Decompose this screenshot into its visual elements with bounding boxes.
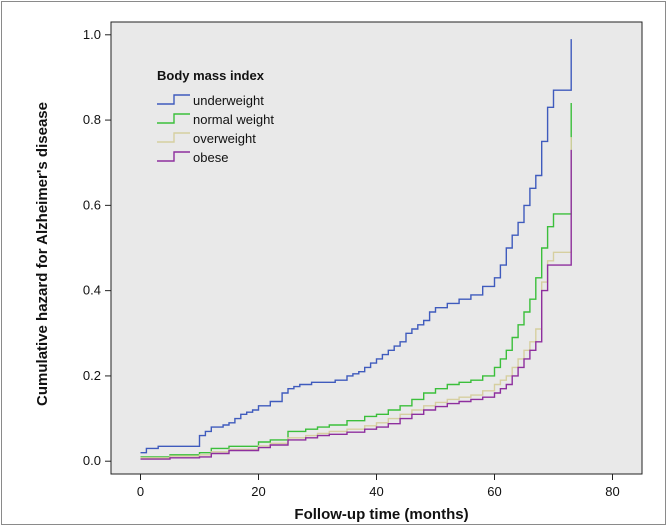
legend-swatch-overweight bbox=[157, 132, 190, 143]
legend-label-underweight: underweight bbox=[193, 93, 264, 108]
x-tick-label: 80 bbox=[605, 484, 619, 499]
y-tick-label: 0.6 bbox=[83, 197, 101, 212]
legend-swatch-normal-weight bbox=[157, 113, 190, 124]
axes-layer: 0 20 40 60 80 0.0 0.2 0.4 0.6 0.8 1.0 bbox=[83, 27, 620, 499]
x-tick-label: 40 bbox=[369, 484, 383, 499]
y-tick-label: 0.0 bbox=[83, 453, 101, 468]
legend-label-obese: obese bbox=[193, 150, 228, 165]
legend: Body mass index underweight normal weight… bbox=[157, 68, 274, 165]
series-line-overweight bbox=[140, 137, 572, 459]
y-tick-label: 1.0 bbox=[83, 27, 101, 42]
series-layer bbox=[140, 39, 572, 460]
y-tick-label: 0.8 bbox=[83, 112, 101, 127]
y-tick-label: 0.4 bbox=[83, 283, 101, 298]
y-tick-label: 0.2 bbox=[83, 368, 101, 383]
y-axis-title: Cumulative hazard for Alzheimer's diseas… bbox=[34, 102, 51, 406]
legend-swatch-obese bbox=[157, 151, 190, 162]
series-line-underweight bbox=[140, 39, 572, 454]
legend-label-overweight: overweight bbox=[193, 131, 256, 146]
legend-title: Body mass index bbox=[157, 68, 265, 83]
series-line-normal-weight bbox=[140, 103, 572, 458]
legend-label-normal-weight: normal weight bbox=[193, 112, 274, 127]
x-tick-label: 0 bbox=[137, 484, 144, 499]
series-line-obese bbox=[140, 149, 572, 460]
x-tick-label: 20 bbox=[251, 484, 265, 499]
legend-swatch-underweight bbox=[157, 94, 190, 105]
x-axis-title: Follow-up time (months) bbox=[294, 506, 468, 523]
x-tick-label: 60 bbox=[487, 484, 501, 499]
